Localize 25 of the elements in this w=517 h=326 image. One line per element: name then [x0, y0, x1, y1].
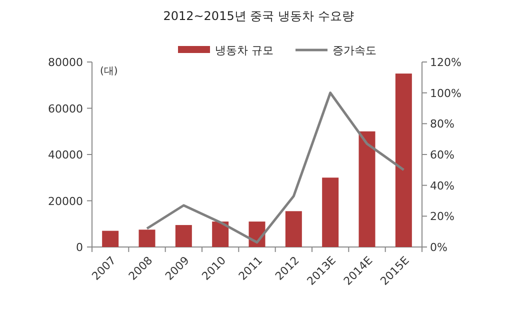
y2-tick-label: 40%	[430, 179, 454, 192]
y-tick-label: 20000	[48, 194, 83, 208]
legend-label: 냉동차 규모	[215, 44, 274, 57]
bar	[395, 74, 412, 247]
y-tick-label: 60000	[48, 102, 83, 116]
y2-tick-label: 20%	[430, 210, 454, 224]
y-axis-title: (대)	[100, 66, 118, 77]
y2-tick-label: 60%	[430, 148, 454, 162]
y2-tick-label: 120%	[430, 56, 462, 69]
y-tick-label: 80000	[48, 56, 83, 69]
bar	[212, 222, 229, 247]
y2-tick-label: 80%	[430, 118, 454, 131]
bar	[322, 178, 339, 247]
bar	[175, 225, 192, 247]
y-tick-label: 40000	[48, 148, 83, 162]
y2-tick-label: 100%	[430, 86, 462, 100]
chart-title: 2012~2015년 중국 냉동차 수요량	[163, 9, 354, 23]
line-series	[146, 92, 405, 244]
bar	[102, 230, 119, 247]
bar	[138, 230, 156, 247]
bar	[358, 131, 376, 247]
y2-tick-label: 0%	[430, 241, 448, 254]
y-tick-label: 0	[76, 241, 83, 254]
legend-label: 증가속도	[332, 44, 376, 57]
bar	[285, 211, 302, 247]
